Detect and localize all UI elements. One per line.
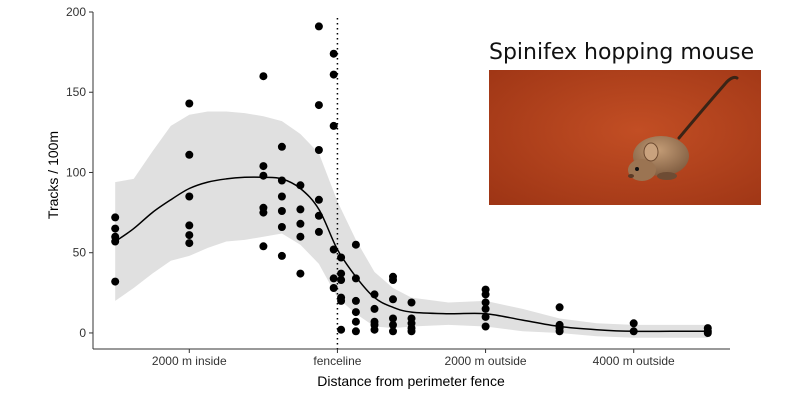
data-point (329, 121, 338, 130)
mouse-ear (643, 142, 659, 162)
data-point (185, 231, 194, 240)
data-point (314, 195, 323, 204)
data-point (337, 276, 346, 284)
data-point (296, 269, 305, 278)
data-point (407, 298, 416, 307)
data-point (277, 251, 286, 260)
data-point (370, 325, 379, 334)
data-point (481, 322, 490, 331)
x-tick-label: fenceline (313, 354, 361, 368)
mouse-eye (635, 167, 639, 171)
data-point (314, 146, 323, 154)
data-point (329, 284, 338, 292)
data-point (481, 312, 490, 321)
data-point (370, 290, 379, 299)
data-point (259, 162, 268, 171)
data-point (703, 329, 712, 337)
data-point (296, 205, 305, 214)
data-point (481, 304, 490, 313)
data-point (111, 224, 120, 233)
hopping-mouse-photo (489, 70, 761, 205)
x-tick-label: 2000 m inside (152, 354, 227, 368)
data-point (555, 303, 564, 312)
data-points-layer (111, 22, 712, 337)
x-tick-label: 2000 m outside (445, 354, 527, 368)
data-point (314, 211, 323, 220)
data-point (277, 223, 286, 231)
data-point (337, 296, 346, 305)
data-point (481, 298, 490, 307)
data-point (277, 176, 286, 185)
mouse-nose (628, 174, 634, 178)
data-point (337, 269, 346, 278)
data-point (296, 232, 305, 241)
data-point (111, 277, 120, 286)
data-point (351, 308, 360, 317)
x-tick-label: 4000 m outside (593, 354, 675, 368)
data-point (259, 208, 268, 217)
y-tick-label: 100 (66, 165, 86, 179)
data-point (329, 274, 338, 283)
data-point (629, 319, 638, 328)
data-point (111, 213, 120, 222)
data-point (277, 207, 286, 215)
data-point (481, 290, 490, 299)
mouse-head (628, 159, 656, 181)
data-point (185, 239, 194, 248)
data-point (351, 240, 360, 249)
data-point (329, 70, 338, 79)
y-tick-label: 200 (66, 5, 86, 19)
data-point (389, 314, 397, 323)
data-point (185, 221, 194, 230)
data-point (555, 327, 564, 336)
data-point (259, 72, 268, 81)
data-point (259, 242, 268, 251)
data-point (389, 320, 397, 329)
data-point (185, 99, 194, 108)
data-point (329, 49, 338, 58)
data-point (351, 327, 360, 336)
data-point (185, 150, 194, 159)
data-point (296, 219, 305, 228)
data-point (337, 253, 346, 262)
data-point (314, 227, 323, 236)
data-point (351, 296, 360, 305)
data-point (259, 171, 268, 180)
axes-layer: 0 50 100 150 200 2000 m inside fenceline 2000 m… (66, 5, 730, 368)
x-axis-label: Distance from perimeter fence (317, 373, 505, 389)
y-tick-label: 50 (73, 246, 87, 260)
data-point (277, 192, 286, 201)
data-point (296, 181, 305, 190)
data-point (314, 101, 323, 110)
y-tick-label: 150 (66, 85, 86, 99)
data-point (351, 317, 360, 326)
data-point (337, 325, 346, 334)
data-point (351, 274, 360, 283)
data-point (185, 192, 194, 201)
data-point (629, 327, 638, 336)
y-tick-label: 0 (79, 326, 86, 340)
data-point (329, 245, 338, 254)
data-point (277, 142, 286, 151)
data-point (314, 22, 323, 31)
mouse-foot (657, 172, 677, 180)
data-point (111, 237, 120, 246)
data-point (370, 304, 379, 313)
mouse-tail (677, 75, 739, 140)
data-point (407, 327, 416, 336)
inset-title: Spinifex hopping mouse (489, 40, 755, 65)
data-point (389, 327, 397, 336)
data-point (389, 276, 397, 284)
data-point (389, 295, 397, 304)
mouse-illustration (489, 70, 761, 205)
y-axis-label: Tracks / 100m (45, 131, 61, 219)
